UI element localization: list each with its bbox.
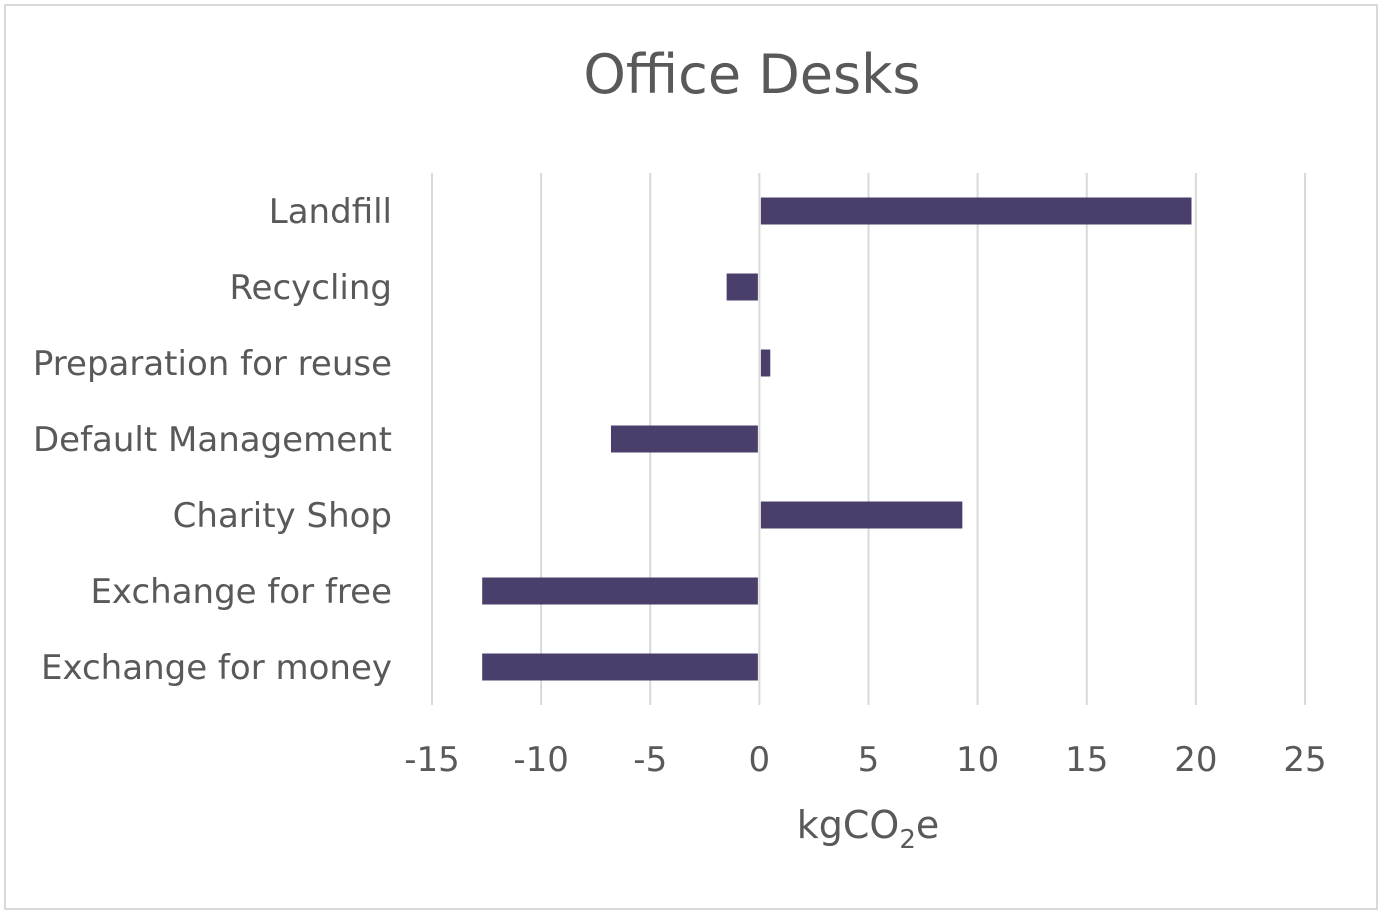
x-tick-label: 15 xyxy=(1065,740,1108,780)
category-labels: Landfill Recycling Preparation for reuse De… xyxy=(33,192,392,688)
x-tick-label: 25 xyxy=(1283,740,1326,780)
x-tick-label: 0 xyxy=(749,740,771,780)
category-label: Default Management xyxy=(33,420,392,460)
chart-title: Office Desks xyxy=(583,43,920,106)
x-tick-label: -10 xyxy=(513,740,569,780)
x-axis-title-subscript: 2 xyxy=(899,825,916,855)
category-label: Exchange for free xyxy=(90,572,392,612)
category-label: Charity Shop xyxy=(173,496,392,536)
x-axis-title-suffix: e xyxy=(916,803,939,847)
bar xyxy=(760,197,1192,225)
bar xyxy=(760,501,963,529)
gridlines xyxy=(431,173,1306,705)
x-axis-title-base: kgCO xyxy=(797,803,900,847)
category-label: Preparation for reuse xyxy=(33,344,392,384)
bar xyxy=(482,653,758,681)
bar xyxy=(726,273,758,301)
category-label: Landfill xyxy=(269,192,392,232)
bars xyxy=(482,197,1192,681)
x-tick-label: -5 xyxy=(633,740,667,780)
x-tick-labels: -15 -10 -5 0 5 10 15 20 25 xyxy=(404,740,1326,780)
x-tick-label: 20 xyxy=(1174,740,1217,780)
bar xyxy=(610,425,758,453)
bar xyxy=(482,577,758,605)
x-tick-label: 5 xyxy=(858,740,880,780)
x-tick-label: -15 xyxy=(404,740,460,780)
bar xyxy=(760,349,771,377)
chart-frame xyxy=(4,4,1378,910)
x-tick-label: 10 xyxy=(956,740,999,780)
category-label: Recycling xyxy=(229,268,392,308)
x-axis-title: kgCO2e xyxy=(797,803,940,855)
category-label: Exchange for money xyxy=(41,648,392,688)
